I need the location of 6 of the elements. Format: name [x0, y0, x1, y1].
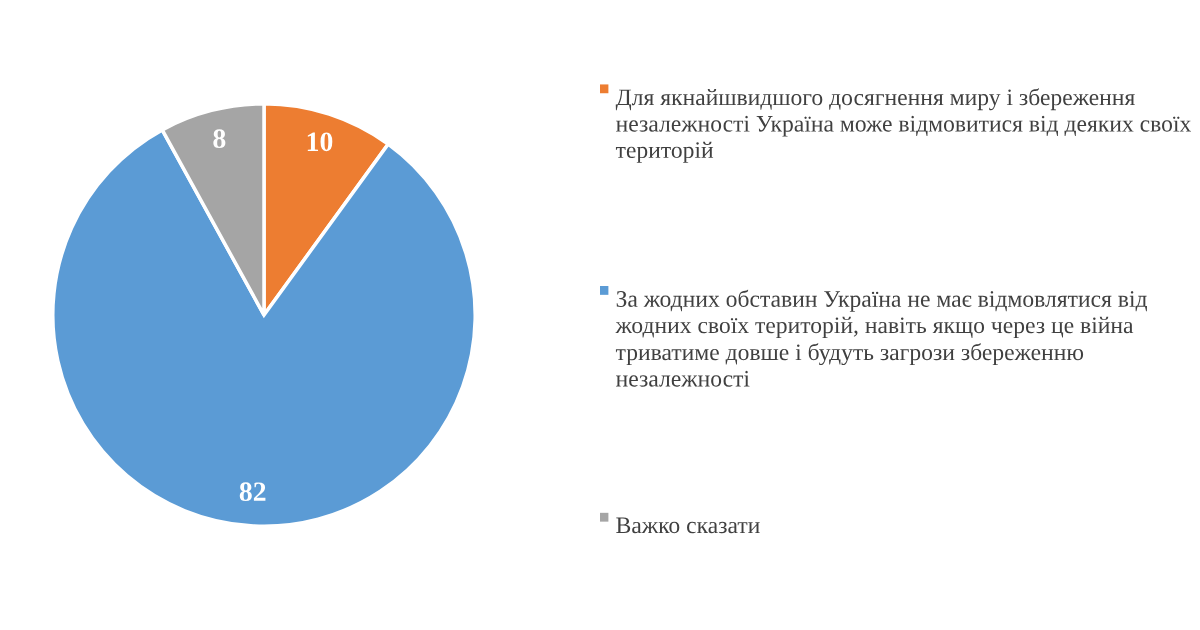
data-label: 82 — [239, 482, 266, 502]
legend-label: Для якнайшвидшого досягнення миру і збереження незалежності Україна може відмовитися від деяких своїх територій — [615, 88, 1192, 163]
legend-label: Важко сказати — [616, 517, 760, 534]
data-label: 8 — [213, 129, 226, 149]
legend-label: За жодних обставин Україна не має відмовлятися від жодних своїх територій, навіть якщо через це війна триватиме довше і будуть загрози збереженню незалежності — [615, 289, 1148, 387]
data-label: 10 — [307, 132, 333, 152]
